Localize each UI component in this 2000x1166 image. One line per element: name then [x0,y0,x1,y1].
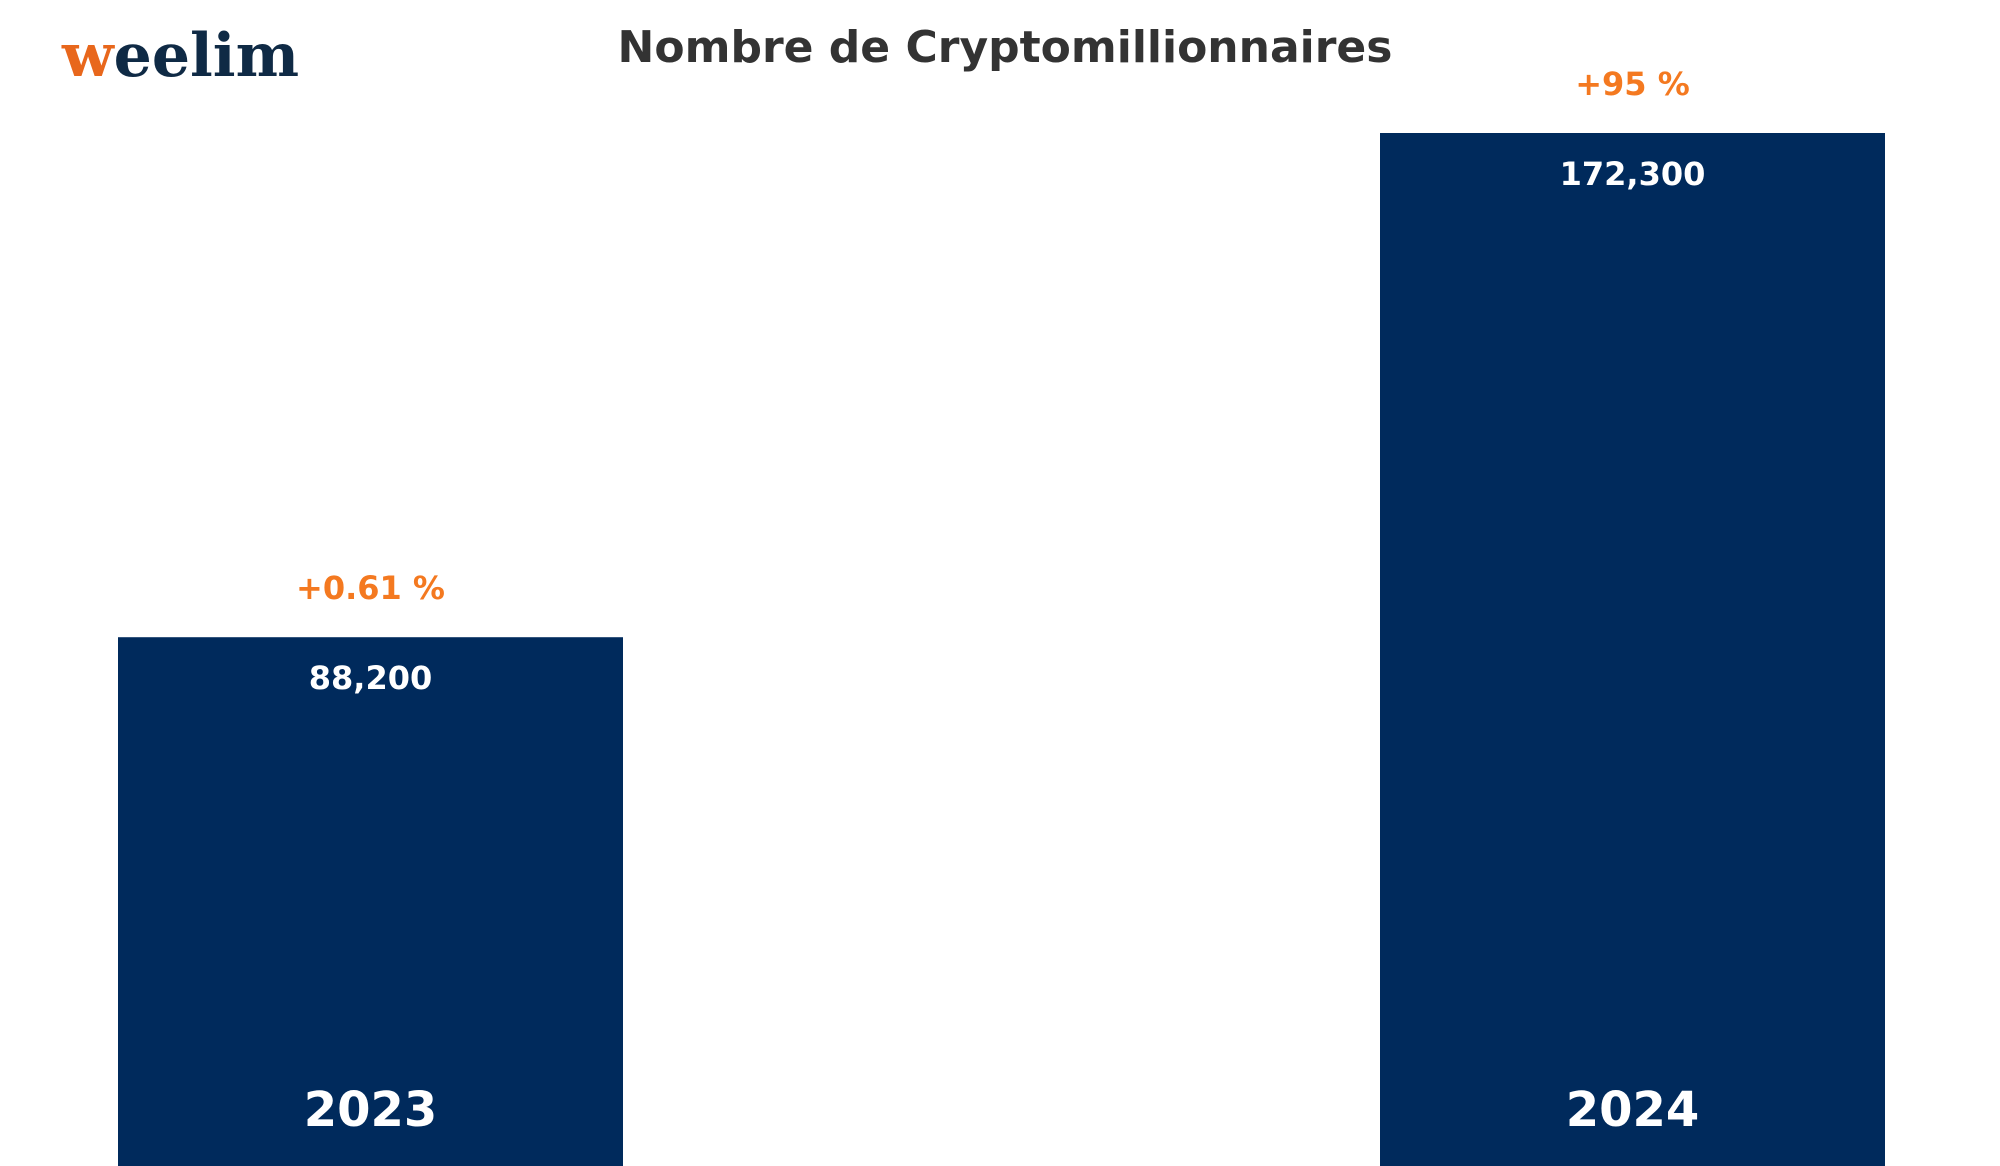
bar-2023 [118,637,623,1166]
bars-group: +0.61 % 88,200 2023 +95 % 172,300 2024 [118,65,1885,1166]
chart-title: Nombre de Cryptomillionnaires [618,22,1393,73]
logo-wordmark: weelim. [61,21,300,90]
change-label-2024: +95 % [1575,65,1690,103]
weelim-logo: weelim. [61,21,300,90]
category-label-2023: 2023 [304,1082,438,1138]
value-label-2023: 88,200 [309,659,432,697]
category-label-2024: 2024 [1566,1082,1700,1138]
change-label-2023: +0.61 % [296,569,445,607]
bar-2024 [1380,133,1885,1166]
value-label-2024: 172,300 [1560,155,1706,193]
